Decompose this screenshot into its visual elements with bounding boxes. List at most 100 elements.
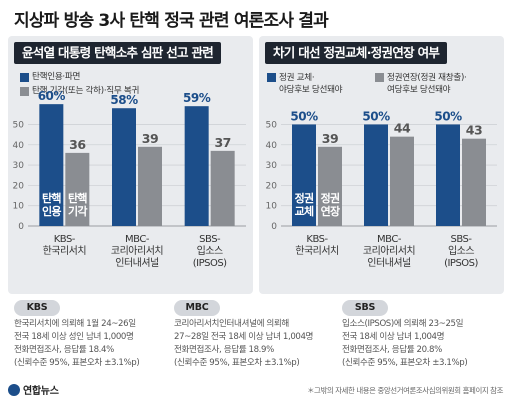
- data-label: 59%: [183, 91, 211, 105]
- logo-text: 연합뉴스: [23, 386, 59, 397]
- bar-secondary: [462, 138, 486, 226]
- legend-label-change: 정권 교체· 야당후보 당선돼야: [279, 73, 343, 95]
- note-line: 한국리서치에 의뢰해 1월 24~26일: [14, 319, 136, 329]
- survey-notes-mbc: 코리아리서치인터내셔널에 의뢰해 27~28일 전국 18세 이상 남녀 1,0…: [174, 318, 313, 370]
- x-category-label: 한국리서치: [295, 245, 339, 257]
- data-label: 50%: [290, 109, 318, 123]
- bar-inner-label: 탄핵: [68, 191, 87, 205]
- footer-note: ＊그밖의 자세한 내용은 중앙선거여론조사심의위원회 홈페이지 참조: [307, 386, 503, 395]
- data-label: 36: [69, 137, 86, 152]
- data-label: 39: [142, 131, 158, 146]
- data-label: 50%: [434, 109, 462, 123]
- badge-sbs: SBS: [342, 300, 388, 316]
- data-label: 60%: [38, 89, 66, 103]
- x-category-label: (IPSOS): [444, 258, 478, 269]
- bar-inner-label: 정권: [295, 191, 314, 205]
- legend-label-extend: 정권연장(정권 재창출)· 여당후보 당선돼야: [387, 73, 467, 95]
- survey-notes-kbs: 한국리서치에 의뢰해 1월 24~26일 전국 18세 이상 성인 남녀 1,0…: [14, 318, 140, 370]
- legend-swatch-primary: [20, 73, 29, 82]
- bar-inner-label: 탄핵: [42, 191, 61, 205]
- page-title: 지상파 방송 3사 탄핵 정국 관련 여론조사 결과: [14, 11, 329, 31]
- bar-inner-label: 정권: [321, 191, 340, 205]
- x-category-label: 입소스: [197, 244, 223, 257]
- data-label: 39: [322, 131, 338, 146]
- x-category-label: MBC-: [377, 234, 402, 245]
- x-category-label: 한국리서치: [43, 245, 87, 257]
- legend: 탄핵인용·파면 탄핵 기각(또는 각하)·직무 복귀: [20, 72, 248, 102]
- y-tick-label: 20: [13, 181, 25, 191]
- y-tick-label: 50: [13, 120, 25, 130]
- x-category-label: 코리아리서치: [111, 245, 163, 257]
- x-category-label: (IPSOS): [193, 258, 227, 269]
- note-line: 입소스(IPSOS)에 의뢰해 23~25일: [342, 319, 464, 329]
- bar-secondary: [210, 150, 235, 226]
- data-label: 50%: [362, 109, 390, 123]
- bar-inner-label: 인용: [42, 204, 61, 218]
- note-line: (신뢰수준 95%, 표본오차 ±3.1%p): [174, 358, 300, 368]
- data-label: 44: [394, 121, 411, 136]
- y-tick-label: 10: [266, 202, 278, 212]
- note-line: 전국 18세 이상 성인 남녀 1,000명: [14, 332, 134, 342]
- data-label: 37: [214, 135, 230, 150]
- note-line: 27~28일 전국 18세 이상 남녀 1,004명: [174, 332, 314, 342]
- y-tick-label: 50: [266, 120, 278, 130]
- note-line: 전화면접조사, 응답률 18.9%: [174, 345, 274, 355]
- bar-primary: [112, 108, 136, 226]
- x-category-label: MBC-: [125, 234, 150, 245]
- note-line: 전화면접조사, 응답률 20.8%: [342, 345, 442, 355]
- bar-chart-election: 0 10 20 30 40 50 50% 정권교체 39 정권연장 KBS-한국리서치 50% 44 MB…: [266, 109, 497, 269]
- x-category-label: SBS-: [199, 234, 221, 245]
- legend-label-uphold: 탄핵인용·파면: [32, 72, 81, 82]
- bar-primary: [436, 124, 460, 226]
- legend-swatch-primary: [267, 73, 276, 82]
- bar-secondary: [318, 146, 342, 226]
- note-line: 코리아리서치인터내셔널에 의뢰해: [174, 319, 289, 329]
- note-line: 전화면접조사, 응답률 18.4%: [14, 345, 114, 355]
- legend-label-dismiss: 탄핵 기각(또는 각하)·직무 복귀: [32, 86, 140, 96]
- bar-inner-label: 기각: [68, 204, 87, 218]
- x-category-label: 인터내셔널: [115, 257, 159, 269]
- bar-primary: [292, 124, 316, 226]
- bar-primary: [184, 106, 209, 226]
- y-tick-label: 20: [266, 181, 278, 191]
- x-category-label: 입소스: [448, 244, 474, 257]
- chart-title: 윤석열 대통령 탄핵소추 심판 선고 관련: [14, 42, 222, 64]
- legend-swatch-secondary: [375, 73, 384, 82]
- bar-secondary: [65, 152, 90, 226]
- chart-panel-impeachment: 윤석열 대통령 탄핵소추 심판 선고 관련 탄핵인용·파면 탄핵 기각(또는 각…: [8, 36, 253, 294]
- survey-notes-sbs: 입소스(IPSOS)에 의뢰해 23~25일 전국 18세 이상 남녀 1,00…: [342, 318, 468, 370]
- bar-secondary: [138, 146, 162, 226]
- legend-swatch-secondary: [20, 87, 29, 96]
- y-tick-label: 0: [18, 222, 24, 232]
- x-category-label: SBS-: [451, 234, 473, 245]
- data-label: 43: [466, 123, 482, 138]
- y-tick-label: 0: [271, 222, 277, 232]
- bar-inner-label: 연장: [321, 204, 340, 218]
- bar-primary: [364, 124, 388, 226]
- badge-mbc: MBC: [174, 300, 220, 316]
- x-category-label: KBS-: [306, 234, 328, 245]
- chart-title: 차기 대선 정권교체·정권연장 여부: [265, 42, 448, 64]
- logo-icon: [8, 384, 20, 396]
- legend: 정권 교체· 야당후보 당선돼야 정권연장(정권 재창출)· 여당후보 당선돼야: [267, 72, 501, 102]
- note-line: 전국 18세 이상 남녀 1,004명: [342, 332, 445, 342]
- chart-panel-election: 차기 대선 정권교체·정권연장 여부 정권 교체· 야당후보 당선돼야 정권연장…: [259, 36, 504, 294]
- badge-kbs: KBS: [14, 300, 60, 316]
- x-category-label: 인터내셔널: [367, 257, 411, 269]
- note-line: (신뢰수준 95%, 표본오차 ±3.1%p): [14, 358, 140, 368]
- y-tick-label: 10: [13, 202, 25, 212]
- y-tick-label: 30: [266, 161, 278, 171]
- data-label: 58%: [110, 93, 138, 107]
- bar-inner-label: 교체: [295, 204, 314, 218]
- note-line: (신뢰수준 95%, 표본오차 ±3.1%p): [342, 358, 468, 368]
- y-tick-label: 30: [13, 161, 25, 171]
- x-category-label: 코리아리서치: [363, 245, 415, 257]
- y-tick-label: 40: [266, 141, 278, 151]
- bar-primary: [39, 104, 64, 226]
- survey-info: KBS 한국리서치에 의뢰해 1월 24~26일 전국 18세 이상 성인 남녀…: [8, 300, 504, 372]
- x-category-label: KBS-: [54, 234, 76, 245]
- y-tick-label: 40: [13, 141, 25, 151]
- logo: 연합뉴스: [8, 382, 59, 397]
